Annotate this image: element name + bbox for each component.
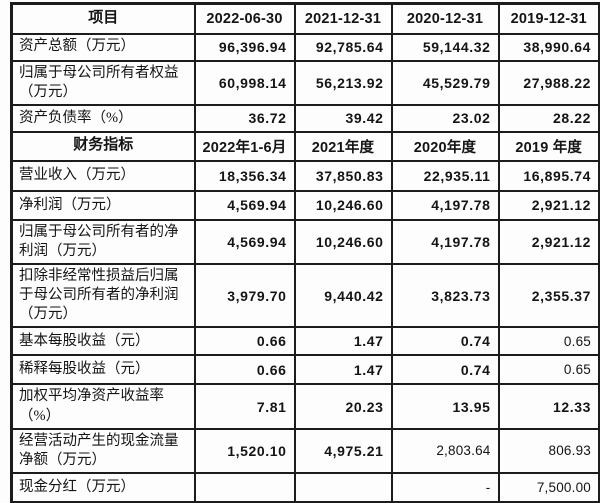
cell-value: 9.16 — [497, 500, 600, 503]
row-net-profit: 净利润（万元） 4,569.94 10,246.60 4,197.78 2,92… — [10, 189, 600, 221]
cell-value: 13.95 — [390, 383, 500, 430]
cell-value: 18,356.34 — [193, 159, 296, 192]
cell-value: 7,500.00 — [497, 471, 600, 503]
table-header-balance-dates: 项目 2022-06-30 2021-12-31 2020-12-31 2019… — [10, 2, 600, 35]
cell-value: 38,990.64 — [497, 32, 600, 62]
row-label: 基本每股收益（元） — [10, 326, 196, 357]
cell-value: 3,979.70 — [193, 262, 296, 329]
cell-value: 56,213.92 — [293, 59, 393, 106]
cell-value: 59,144.32 — [390, 32, 500, 62]
cell-value: 0.74 — [390, 326, 500, 357]
cell-value: 10,246.60 — [293, 218, 393, 266]
row-label: 营业收入（万元） — [10, 159, 196, 192]
cell-value: 2,921.12 — [497, 189, 600, 221]
row-weighted-average-roe: 加权平均净资产收益率（%） 7.81 20.23 13.95 12.33 — [10, 383, 600, 430]
cell-value: 0.66 — [193, 326, 296, 357]
row-label: 资产总额（万元） — [10, 32, 196, 62]
cell-value: 1.47 — [293, 354, 393, 386]
column-header-date-2022: 2022-06-30 — [193, 2, 296, 35]
cell-value: 20.23 — [293, 383, 393, 430]
row-label: 归属于母公司所有者的净利润（万元） — [10, 218, 196, 266]
row-rd-expense-to-revenue-ratio: 研发投入占营业收入的比例（%） 6.12 6.05 7.96 9.16 — [10, 500, 600, 503]
cell-value: 60,998.14 — [193, 59, 296, 106]
row-label: 现金分红（万元） — [10, 471, 196, 503]
row-diluted-eps: 稀释每股收益（元） 0.66 1.47 0.74 0.65 — [10, 354, 600, 386]
row-label: 经营活动产生的现金流量净额（万元） — [10, 427, 196, 474]
row-label: 加权平均净资产收益率（%） — [10, 383, 196, 430]
row-label: 归属于母公司所有者权益（万元） — [10, 59, 196, 106]
row-net-profit-attributable-to-parent: 归属于母公司所有者的净利润（万元） 4,569.94 10,246.60 4,1… — [10, 218, 600, 266]
column-header-item: 项目 — [10, 2, 196, 35]
cell-value: 806.93 — [497, 427, 600, 474]
cell-value: 4,197.78 — [390, 218, 500, 266]
cell-value — [293, 471, 393, 503]
cell-value: 36.72 — [193, 103, 296, 133]
column-header-date-2021: 2021-12-31 — [293, 2, 393, 35]
cell-value — [193, 471, 296, 503]
cell-value: 2,803.64 — [390, 427, 500, 474]
cell-value: 1.47 — [293, 326, 393, 357]
cell-value: 27,988.22 — [497, 59, 600, 106]
cell-value: 7.96 — [390, 500, 500, 503]
cell-value: 23.02 — [390, 103, 500, 133]
cell-value: 12.33 — [497, 383, 600, 430]
cell-value: 4,197.78 — [390, 189, 500, 221]
cell-value: 4,975.21 — [293, 427, 393, 474]
financial-summary-table: 项目 2022-06-30 2021-12-31 2020-12-31 2019… — [10, 2, 600, 503]
cell-value: 4,569.94 — [193, 189, 296, 221]
row-label: 研发投入占营业收入的比例（%） — [10, 500, 196, 503]
cell-value: 0.65 — [497, 354, 600, 386]
cell-value: 37,850.83 — [293, 159, 393, 192]
row-label: 净利润（万元） — [10, 189, 196, 221]
row-basic-eps: 基本每股收益（元） 0.66 1.47 0.74 0.65 — [10, 326, 600, 357]
cell-value: 92,785.64 — [293, 32, 393, 62]
row-cash-dividend: 现金分红（万元） - 7,500.00 — [10, 471, 600, 503]
row-net-profit-after-non-recurring-items: 扣除非经常性损益后归属于母公司所有者的净利润（万元） 3,979.70 9,44… — [10, 262, 600, 329]
cell-value: 39.42 — [293, 103, 393, 133]
row-total-assets: 资产总额（万元） 96,396.94 92,785.64 59,144.32 3… — [10, 32, 600, 62]
column-header-period-2020: 2020年度 — [390, 130, 500, 162]
row-label: 扣除非经常性损益后归属于母公司所有者的净利润（万元） — [10, 262, 196, 329]
cell-value: 2,921.12 — [497, 218, 600, 266]
cell-value: 16,895.74 — [497, 159, 600, 192]
row-operating-revenue: 营业收入（万元） 18,356.34 37,850.83 22,935.11 1… — [10, 159, 600, 192]
cell-value: 22,935.11 — [390, 159, 500, 192]
cell-value: 0.66 — [193, 354, 296, 386]
cell-value: 9,440.42 — [293, 262, 393, 329]
cell-value: 1,520.10 — [193, 427, 296, 474]
column-header-date-2019: 2019-12-31 — [497, 2, 600, 35]
column-header-date-2020: 2020-12-31 — [390, 2, 500, 35]
cell-value: - — [390, 471, 500, 503]
cell-value: 0.74 — [390, 354, 500, 386]
cell-value: 4,569.94 — [193, 218, 296, 266]
row-label: 稀释每股收益（元） — [10, 354, 196, 386]
row-debt-to-asset-ratio: 资产负债率（%） 36.72 39.42 23.02 28.22 — [10, 103, 600, 133]
cell-value: 96,396.94 — [193, 32, 296, 62]
cell-value: 3,823.73 — [390, 262, 500, 329]
cell-value: 6.12 — [193, 500, 296, 503]
column-header-period-2022h1: 2022年1-6月 — [193, 130, 296, 162]
cell-value: 10,246.60 — [293, 189, 393, 221]
column-header-period-2021: 2021年度 — [293, 130, 393, 162]
row-equity-attributable-to-parent: 归属于母公司所有者权益（万元） 60,998.14 56,213.92 45,5… — [10, 59, 600, 106]
table-header-financial-indicators: 财务指标 2022年1-6月 2021年度 2020年度 2019 年度 — [10, 130, 600, 162]
cell-value: 7.81 — [193, 383, 296, 430]
cell-value: 0.65 — [497, 326, 600, 357]
cell-value: 6.05 — [293, 500, 393, 503]
column-header-indicator: 财务指标 — [10, 130, 196, 162]
cell-value: 45,529.79 — [390, 59, 500, 106]
cell-value: 28.22 — [497, 103, 600, 133]
row-net-operating-cash-flow: 经营活动产生的现金流量净额（万元） 1,520.10 4,975.21 2,80… — [10, 427, 600, 474]
column-header-period-2019: 2019 年度 — [497, 130, 600, 162]
cell-value: 2,355.37 — [497, 262, 600, 329]
row-label: 资产负债率（%） — [10, 103, 196, 133]
